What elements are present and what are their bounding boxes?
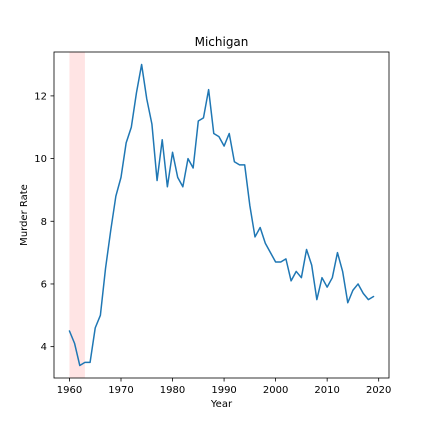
x-axis: 1960 1970 1980 1990 2000 2010 2020 (57, 378, 391, 396)
series-line-0 (68, 63, 375, 367)
series-layer (68, 63, 375, 367)
y-tick-label: 4 (41, 342, 47, 353)
x-tick-label: 1960 (57, 385, 82, 396)
plot-frame (53, 51, 390, 379)
y-tick-label: 10 (34, 154, 47, 165)
y-axis-label: Murder Rate (19, 184, 30, 246)
x-tick-label: 2020 (366, 385, 391, 396)
y-tick-label: 6 (41, 279, 47, 290)
y-tick-label: 8 (41, 217, 47, 228)
y-tick-label: 12 (34, 91, 47, 102)
highlight-band-layer (69, 52, 85, 378)
x-tick-label: 2010 (314, 385, 339, 396)
x-axis-label: Year (210, 399, 233, 410)
x-tick-label: 1990 (211, 385, 236, 396)
x-tick-label: 1970 (108, 385, 133, 396)
highlight-band (69, 52, 85, 378)
y-axis: 4 6 8 10 12 (34, 91, 54, 353)
chart-title: Michigan (195, 35, 249, 49)
x-tick-label: 2000 (263, 385, 288, 396)
x-tick-label: 1980 (160, 385, 185, 396)
